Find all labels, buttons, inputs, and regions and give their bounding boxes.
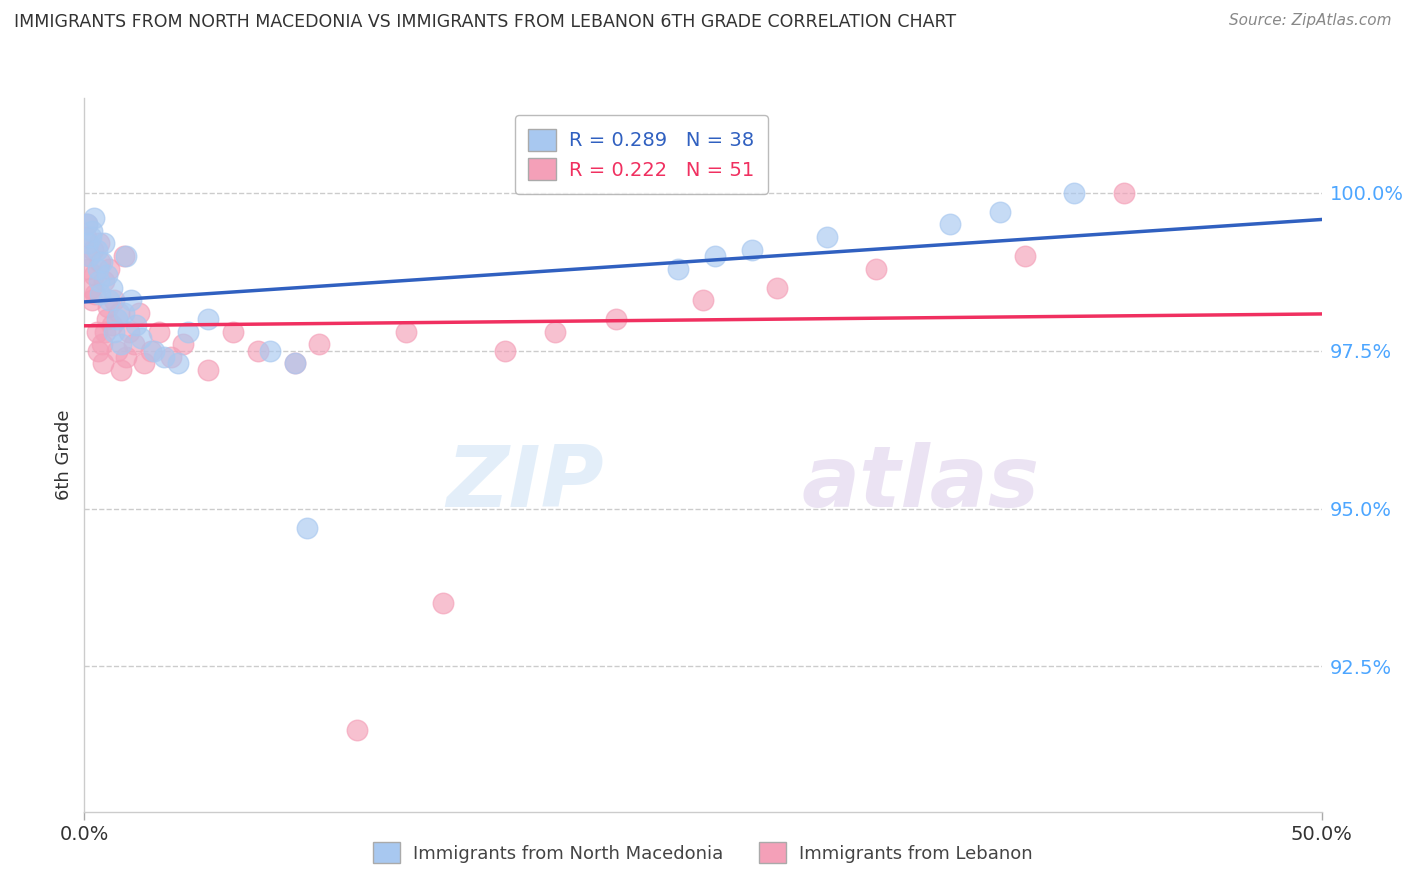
Point [89, 274, 111, 288]
Point [77, 236, 100, 251]
Point [543, 325, 565, 339]
Point [103, 293, 125, 308]
Point [100, 318, 122, 333]
Point [108, 306, 131, 320]
Point [308, 337, 330, 351]
Point [80, 224, 103, 238]
Point [766, 280, 789, 294]
Point [246, 343, 269, 358]
Point [87, 343, 110, 358]
Point [259, 343, 281, 358]
Point [125, 318, 148, 333]
Point [284, 356, 307, 370]
Point [97, 300, 120, 314]
Text: IMMIGRANTS FROM NORTH MACEDONIA VS IMMIGRANTS FROM LEBANON 6TH GRADE CORRELATION: IMMIGRANTS FROM NORTH MACEDONIA VS IMMIG… [14, 13, 956, 31]
Point [115, 350, 138, 364]
Point [167, 356, 190, 370]
Point [76, 218, 98, 232]
Point [160, 350, 183, 364]
Point [79, 230, 101, 244]
Point [432, 596, 454, 610]
Point [865, 261, 887, 276]
Y-axis label: 6th Grade: 6th Grade [55, 409, 73, 500]
Point [76, 218, 98, 232]
Point [666, 261, 689, 276]
Point [110, 362, 132, 376]
Point [112, 306, 135, 320]
Point [704, 249, 727, 263]
Point [120, 293, 142, 308]
Point [89, 286, 111, 301]
Point [83, 211, 105, 226]
Point [197, 362, 219, 376]
Point [152, 350, 174, 364]
Point [91, 356, 114, 370]
Point [98, 261, 121, 276]
Text: Source: ZipAtlas.com: Source: ZipAtlas.com [1229, 13, 1392, 29]
Point [141, 343, 163, 358]
Point [172, 337, 194, 351]
Point [122, 337, 145, 351]
Point [100, 280, 122, 294]
Point [129, 331, 152, 345]
Point [96, 268, 118, 282]
Point [75, 230, 97, 244]
Point [197, 312, 219, 326]
Point [77, 261, 100, 276]
Point [89, 255, 111, 269]
Text: atlas: atlas [801, 442, 1040, 525]
Point [692, 293, 714, 308]
Point [105, 343, 128, 358]
Point [112, 249, 135, 263]
Point [84, 286, 107, 301]
Text: ZIP: ZIP [446, 442, 605, 525]
Point [96, 312, 118, 326]
Point [89, 236, 111, 251]
Point [346, 723, 368, 737]
Point [86, 325, 108, 339]
Point [1014, 249, 1036, 263]
Point [988, 204, 1011, 219]
Point [93, 274, 115, 288]
Point [395, 325, 418, 339]
Point [115, 249, 138, 263]
Point [103, 325, 125, 339]
Point [86, 243, 108, 257]
Point [284, 356, 307, 370]
Point [939, 218, 962, 232]
Point [142, 343, 165, 358]
Point [295, 520, 318, 534]
Point [132, 356, 155, 370]
Point [605, 312, 627, 326]
Point [90, 255, 112, 269]
Point [79, 249, 101, 263]
Point [741, 243, 763, 257]
Point [94, 325, 117, 339]
Point [494, 343, 516, 358]
Point [80, 293, 103, 308]
Point [222, 325, 245, 339]
Point [815, 230, 838, 244]
Point [79, 249, 101, 263]
Point [93, 236, 115, 251]
Point [105, 312, 128, 326]
Legend: Immigrants from North Macedonia, Immigrants from Lebanon: Immigrants from North Macedonia, Immigra… [366, 835, 1040, 871]
Point [148, 325, 170, 339]
Point [79, 280, 101, 294]
Point [83, 268, 105, 282]
Point [1112, 186, 1135, 200]
Point [118, 325, 141, 339]
Point [90, 337, 112, 351]
Point [177, 325, 200, 339]
Point [98, 293, 121, 308]
Point [1063, 186, 1085, 200]
Point [87, 261, 110, 276]
Point [128, 306, 150, 320]
Point [110, 337, 132, 351]
Point [82, 243, 104, 257]
